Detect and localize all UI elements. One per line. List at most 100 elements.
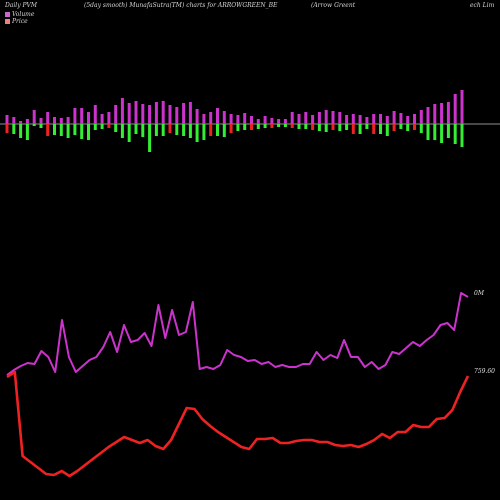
volume-bar-upper xyxy=(358,115,362,124)
volume-bar-upper xyxy=(426,107,430,124)
volume-bar-lower xyxy=(114,124,118,132)
volume-bar-lower xyxy=(66,124,70,138)
volume-bar-lower xyxy=(216,124,219,136)
legend-price-label: Price xyxy=(12,18,28,25)
volume-bar-upper xyxy=(127,103,131,124)
volume-bar-upper xyxy=(250,116,253,124)
volume-bar-lower xyxy=(440,124,444,143)
volume-bar-lower xyxy=(372,124,376,134)
volume-bar-lower xyxy=(351,124,355,134)
volume-bar-lower xyxy=(229,124,233,133)
chart-header-left: Daily PVM xyxy=(5,2,38,9)
volume-bar-lower xyxy=(453,124,457,144)
volume-bar-upper xyxy=(331,111,335,124)
volume-bar-upper xyxy=(311,115,315,124)
volume-bar-lower xyxy=(270,124,274,128)
volume-bar-lower xyxy=(460,124,464,147)
volume-bar-lower xyxy=(59,124,63,136)
legend-price: Price xyxy=(5,18,28,25)
volume-bar-upper xyxy=(93,105,97,124)
volume-bar-lower xyxy=(338,124,342,131)
volume-bar-upper xyxy=(345,115,349,124)
volume-bar-lower xyxy=(5,124,9,133)
volume-bar-upper xyxy=(25,119,29,124)
volume-bar-upper xyxy=(460,90,464,124)
volume-bar-lower xyxy=(100,124,104,129)
volume-bar-lower xyxy=(161,124,165,136)
volume-bar-lower xyxy=(317,124,321,131)
volume-bar-lower xyxy=(392,124,396,131)
volume-bar-lower xyxy=(365,124,369,129)
volume-bar-lower xyxy=(263,124,267,128)
volume-bar-upper xyxy=(399,113,403,124)
volume-bar-upper xyxy=(168,105,172,124)
volume-bar-upper xyxy=(175,107,179,124)
volume-bar-lower xyxy=(426,124,430,140)
volume-bar-upper xyxy=(263,116,267,124)
chart-header-right: ech Lim xyxy=(470,2,495,9)
volume-bar-upper xyxy=(413,114,416,124)
volume-bar-upper xyxy=(87,112,90,124)
volume-bar-lower xyxy=(358,124,362,134)
volume-bar-lower xyxy=(80,124,84,139)
volume-bar-lower xyxy=(290,124,294,128)
volume-bar-lower xyxy=(202,124,206,140)
volume-bar-lower xyxy=(93,124,97,130)
volume-bar-upper xyxy=(351,114,355,124)
volume-bar-lower xyxy=(195,124,199,142)
volume-bar-lower xyxy=(168,124,172,133)
volume-bar-upper xyxy=(385,116,389,124)
volume-bar-lower xyxy=(175,124,179,135)
volume-bar-lower xyxy=(324,124,328,132)
volume-bar-upper xyxy=(283,119,287,124)
legend-price-swatch xyxy=(5,19,10,24)
volume-bar-upper xyxy=(379,114,382,124)
volume-bar-lower xyxy=(385,124,389,136)
volume-bar-upper xyxy=(324,110,328,124)
volume-bar-upper xyxy=(209,112,213,124)
volume-bar-upper xyxy=(182,103,186,124)
volume-bar-upper xyxy=(317,112,321,124)
volume-bar-upper xyxy=(19,121,23,124)
volume-bar-lower xyxy=(87,124,90,140)
volume-bar-upper xyxy=(5,115,9,124)
price-line-series xyxy=(6,370,470,478)
volume-bar-lower xyxy=(148,124,152,152)
legend-volume: Volume xyxy=(5,11,34,18)
volume-bar-lower xyxy=(46,124,50,136)
volume-bar-lower xyxy=(53,124,56,135)
volume-bar-upper xyxy=(297,114,301,124)
volume-bar-upper xyxy=(66,117,70,124)
volume-bar-lower xyxy=(345,124,349,130)
volume-bar-lower xyxy=(120,124,124,138)
volume-bars xyxy=(5,90,464,152)
volume-bar-upper xyxy=(270,118,274,124)
volume-bar-lower xyxy=(25,124,29,140)
volume-bar-lower xyxy=(297,124,301,129)
volume-bar-lower xyxy=(12,124,16,134)
volume-bar-upper xyxy=(236,115,240,124)
volume-bar-upper xyxy=(256,119,260,124)
volume-bar-upper xyxy=(100,114,104,124)
volume-bar-upper xyxy=(195,109,199,124)
volume-bar-upper xyxy=(338,112,342,124)
volume-bar-upper xyxy=(148,105,152,124)
volume-bar-lower xyxy=(379,124,382,134)
price-line-label: 759.60 xyxy=(474,368,495,375)
volume-bar-upper xyxy=(161,101,165,124)
volume-bar-upper xyxy=(277,119,281,124)
volume-bar-lower xyxy=(73,124,77,135)
volume-bar-upper xyxy=(440,103,444,124)
volume-line-label: 0M xyxy=(474,290,485,297)
volume-bar-lower xyxy=(209,124,213,136)
volume-bar-lower xyxy=(419,124,423,133)
volume-bar-upper xyxy=(107,112,111,124)
volume-bar-upper xyxy=(114,105,118,124)
volume-bar-lower xyxy=(304,124,308,129)
volume-bar-upper xyxy=(290,112,294,124)
volume-bar-lower xyxy=(256,124,260,129)
volume-bar-upper xyxy=(446,102,450,124)
volume-bar-lower xyxy=(236,124,240,131)
